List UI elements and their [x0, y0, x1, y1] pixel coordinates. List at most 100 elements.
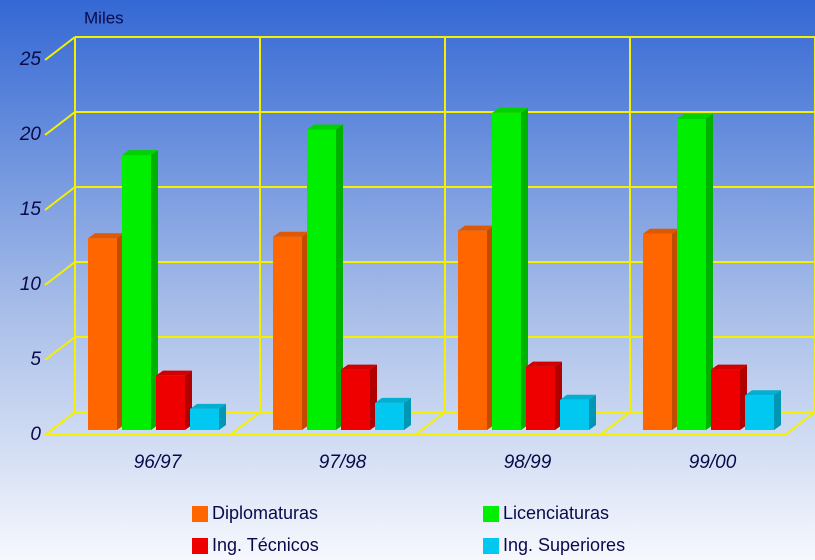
bar: [190, 403, 226, 430]
bar-front: [341, 369, 370, 430]
bar-front: [492, 112, 521, 431]
grid-line: [44, 336, 76, 361]
bar: [526, 361, 562, 430]
floor-line: [784, 411, 815, 436]
grid-line: [44, 111, 76, 136]
bar-top: [156, 370, 192, 376]
bar-front: [458, 230, 487, 430]
y-tick-label: 25: [19, 49, 42, 70]
floor-line: [229, 411, 261, 436]
bar-front: [375, 402, 404, 430]
bar-front: [643, 233, 672, 430]
bar-top: [122, 150, 158, 156]
bar-side-shade: [404, 397, 411, 430]
legend-label: Ing. Técnicos: [212, 535, 319, 555]
grid-line: [44, 36, 76, 61]
grid-line: [44, 186, 76, 211]
bar-front: [273, 236, 302, 430]
bar-side-shade: [151, 150, 158, 430]
bar-side: [151, 150, 158, 430]
bar-top: [677, 113, 713, 119]
bar-top: [643, 228, 679, 234]
bar-top-shade: [122, 150, 158, 156]
bar-side: [336, 124, 343, 430]
bar-front: [560, 399, 589, 430]
bar-top-shade: [711, 364, 747, 370]
bar-side: [589, 394, 596, 430]
bar-top-shade: [526, 361, 562, 367]
bar: [273, 231, 309, 430]
bar-side-shade: [521, 107, 528, 431]
bar: [677, 113, 713, 430]
bar-front: [156, 375, 185, 430]
bar-side: [521, 107, 528, 431]
bar-top: [458, 225, 494, 231]
bar-front: [307, 129, 336, 430]
y-tick-label: 5: [30, 349, 41, 370]
bar-top: [190, 403, 226, 409]
x-tick-label: 99/00: [689, 452, 737, 473]
bar-top-shade: [341, 364, 377, 370]
bar: [88, 233, 124, 430]
bar-front: [526, 366, 555, 430]
bar-side-shade: [774, 390, 781, 430]
bar-top-shade: [492, 107, 528, 113]
y-tick-label: 10: [20, 274, 42, 295]
bar-front: [745, 395, 774, 430]
bar-front: [677, 118, 706, 430]
bar-front: [190, 408, 219, 430]
bar-top-shade: [677, 113, 713, 119]
bar-top-shade: [156, 370, 192, 376]
bar-top-shade: [745, 390, 781, 396]
x-tick-label: 97/98: [319, 452, 367, 473]
bar-side-shade: [589, 394, 596, 430]
bar-front: [122, 155, 151, 430]
bar-top-shade: [560, 394, 596, 400]
bar-side-shade: [219, 403, 226, 430]
bar-side: [706, 113, 713, 430]
legend-swatch: [192, 538, 208, 554]
y-axis-label: Miles: [84, 8, 124, 27]
bar-side: [404, 397, 411, 430]
bar: [307, 124, 343, 430]
bar-top: [375, 397, 411, 403]
bar-top-shade: [643, 228, 679, 234]
bar-top-shade: [458, 225, 494, 231]
bar: [458, 225, 494, 430]
legend-swatch: [483, 538, 499, 554]
floor-line: [599, 411, 631, 436]
bar-top: [273, 231, 309, 237]
bar-top: [745, 390, 781, 396]
legend-swatch: [483, 506, 499, 522]
floor-line: [44, 411, 76, 436]
legend-swatch: [192, 506, 208, 522]
bar-front: [88, 238, 117, 430]
bar: [745, 390, 781, 430]
bar: [711, 364, 747, 430]
bar-top: [341, 364, 377, 370]
bar-top: [526, 361, 562, 367]
legend-label: Ing. Superiores: [503, 535, 625, 555]
bar-top: [307, 124, 343, 130]
bar: [122, 150, 158, 430]
bar-top: [492, 107, 528, 113]
bar-side: [219, 403, 226, 430]
bar-top-shade: [375, 397, 411, 403]
bar-front: [711, 369, 740, 430]
bar-top-shade: [273, 231, 309, 237]
bar: [643, 228, 679, 430]
bar-top: [88, 233, 124, 239]
bar: [560, 394, 596, 430]
bar-top-shade: [307, 124, 343, 130]
bar: [156, 370, 192, 430]
bar-top: [560, 394, 596, 400]
bar-top-shade: [88, 233, 124, 239]
bar-top-shade: [190, 403, 226, 409]
x-tick-label: 98/99: [504, 452, 552, 473]
y-tick-label: 0: [30, 424, 41, 445]
bar: [341, 364, 377, 430]
grid-line: [44, 261, 76, 286]
bar-top: [711, 364, 747, 370]
legend-label: Diplomaturas: [212, 503, 318, 523]
